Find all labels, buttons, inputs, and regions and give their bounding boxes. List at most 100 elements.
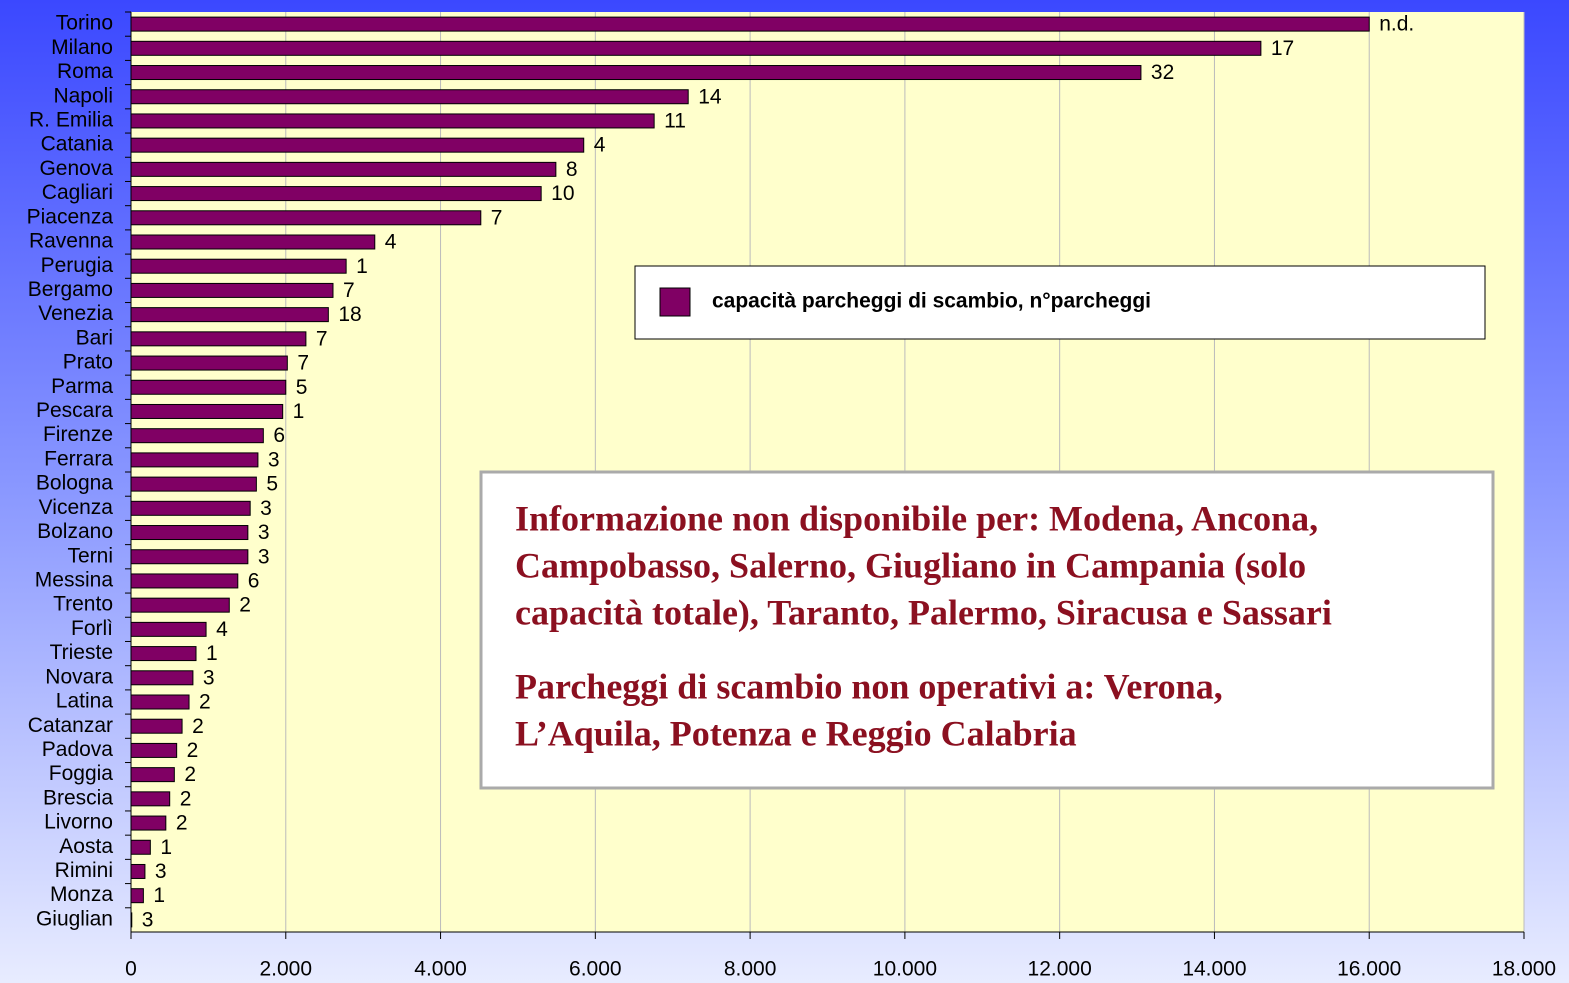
y-tick-label: Bologna <box>36 472 113 495</box>
x-tick-label: 8.000 <box>724 958 777 981</box>
data-label: 17 <box>1271 37 1294 60</box>
y-tick-label: Bolzano <box>37 520 113 543</box>
x-tick-label: 16.000 <box>1337 958 1401 981</box>
bar <box>130 331 307 347</box>
bar <box>130 234 376 250</box>
y-tick-label: Padova <box>42 738 114 761</box>
data-label: 6 <box>248 569 260 592</box>
bar <box>130 742 178 758</box>
data-label: 1 <box>356 255 368 278</box>
data-label: 1 <box>206 642 218 665</box>
x-tick-label: 18.000 <box>1492 958 1556 981</box>
y-tick-label: Terni <box>67 544 113 567</box>
bar <box>130 16 1370 32</box>
bar <box>130 500 251 516</box>
y-tick-label: Rimini <box>55 859 113 882</box>
y-tick-label: Novara <box>45 665 113 688</box>
data-label: 4 <box>385 231 397 254</box>
bar <box>130 863 146 879</box>
x-tick-label: 14.000 <box>1182 958 1246 981</box>
y-tick-label: Foggia <box>49 762 114 785</box>
data-label: 4 <box>594 134 606 157</box>
note-inner <box>496 486 1478 770</box>
data-label: 7 <box>297 352 309 375</box>
y-tick-label: Catanzar <box>28 714 113 737</box>
bar <box>130 597 230 613</box>
note-line: capacità totale), Taranto, Palermo, Sira… <box>515 592 1332 632</box>
bar <box>130 113 655 129</box>
bar <box>130 767 175 783</box>
y-tick-label: Vicenza <box>39 496 114 519</box>
bar <box>130 525 249 541</box>
y-tick-label: Piacenza <box>27 205 114 228</box>
data-label: 5 <box>296 376 308 399</box>
y-tick-label: Roma <box>57 60 113 83</box>
y-tick-label: Latina <box>56 690 114 713</box>
y-tick-label: Parma <box>51 375 113 398</box>
data-label: 4 <box>216 618 228 641</box>
data-label: 1 <box>153 884 165 907</box>
y-tick-label: Brescia <box>43 786 113 809</box>
data-label: 2 <box>187 739 199 762</box>
bar <box>130 839 151 855</box>
y-tick-label: Catania <box>41 133 114 156</box>
bar <box>130 89 689 105</box>
data-label: 3 <box>258 545 270 568</box>
bar <box>130 40 1262 56</box>
note-line: Informazione non disponibile per: Modena… <box>515 498 1318 538</box>
data-label: 3 <box>203 666 215 689</box>
data-label: 6 <box>273 424 285 447</box>
y-tick-label: Napoli <box>53 84 113 107</box>
bar <box>130 694 190 710</box>
bar <box>130 646 197 662</box>
bar <box>130 815 167 831</box>
bar <box>130 65 1142 81</box>
data-label: 10 <box>551 182 574 205</box>
data-label: 8 <box>566 158 578 181</box>
y-tick-label: Giuglian <box>36 907 113 930</box>
bar <box>130 888 144 904</box>
y-tick-label: Pescara <box>36 399 113 422</box>
data-label: 14 <box>698 85 722 108</box>
y-tick-label: Torino <box>56 12 113 35</box>
y-tick-label: Ferrara <box>44 447 113 470</box>
bar <box>130 670 194 686</box>
bar <box>130 791 171 807</box>
x-tick-label: 0 <box>125 958 137 981</box>
data-label: 11 <box>664 109 686 132</box>
data-label: 1 <box>293 400 305 423</box>
y-tick-label: Livorno <box>44 811 113 834</box>
data-label: 3 <box>260 497 272 520</box>
bar <box>130 307 329 323</box>
y-tick-label: Trento <box>53 593 113 616</box>
data-label: 2 <box>180 787 192 810</box>
data-label: 1 <box>160 836 172 859</box>
y-tick-label: Perugia <box>41 254 114 277</box>
legend-swatch <box>659 287 691 317</box>
bar <box>130 476 257 492</box>
bar <box>130 621 207 637</box>
data-label: 7 <box>491 206 503 229</box>
x-tick-label: 12.000 <box>1028 958 1092 981</box>
data-label: 2 <box>192 715 204 738</box>
x-tick-label: 2.000 <box>259 958 312 981</box>
y-tick-label: Ravenna <box>29 230 113 253</box>
bar <box>130 452 259 468</box>
data-label: 3 <box>142 908 154 931</box>
y-tick-label: Forlì <box>71 617 113 640</box>
data-label: 7 <box>343 279 355 302</box>
y-tick-label: Aosta <box>59 835 113 858</box>
y-tick-label: Firenze <box>43 423 113 446</box>
x-tick-label: 6.000 <box>569 958 622 981</box>
legend-label: capacità parcheggi di scambio, n°parcheg… <box>712 290 1151 313</box>
data-label: 18 <box>338 303 361 326</box>
data-label: 3 <box>268 448 280 471</box>
bar <box>130 428 264 444</box>
bar <box>130 258 347 274</box>
data-label: 3 <box>155 860 167 883</box>
bar <box>130 573 239 589</box>
bar <box>130 379 287 395</box>
bar <box>130 549 249 565</box>
y-tick-label: Messina <box>35 568 114 591</box>
